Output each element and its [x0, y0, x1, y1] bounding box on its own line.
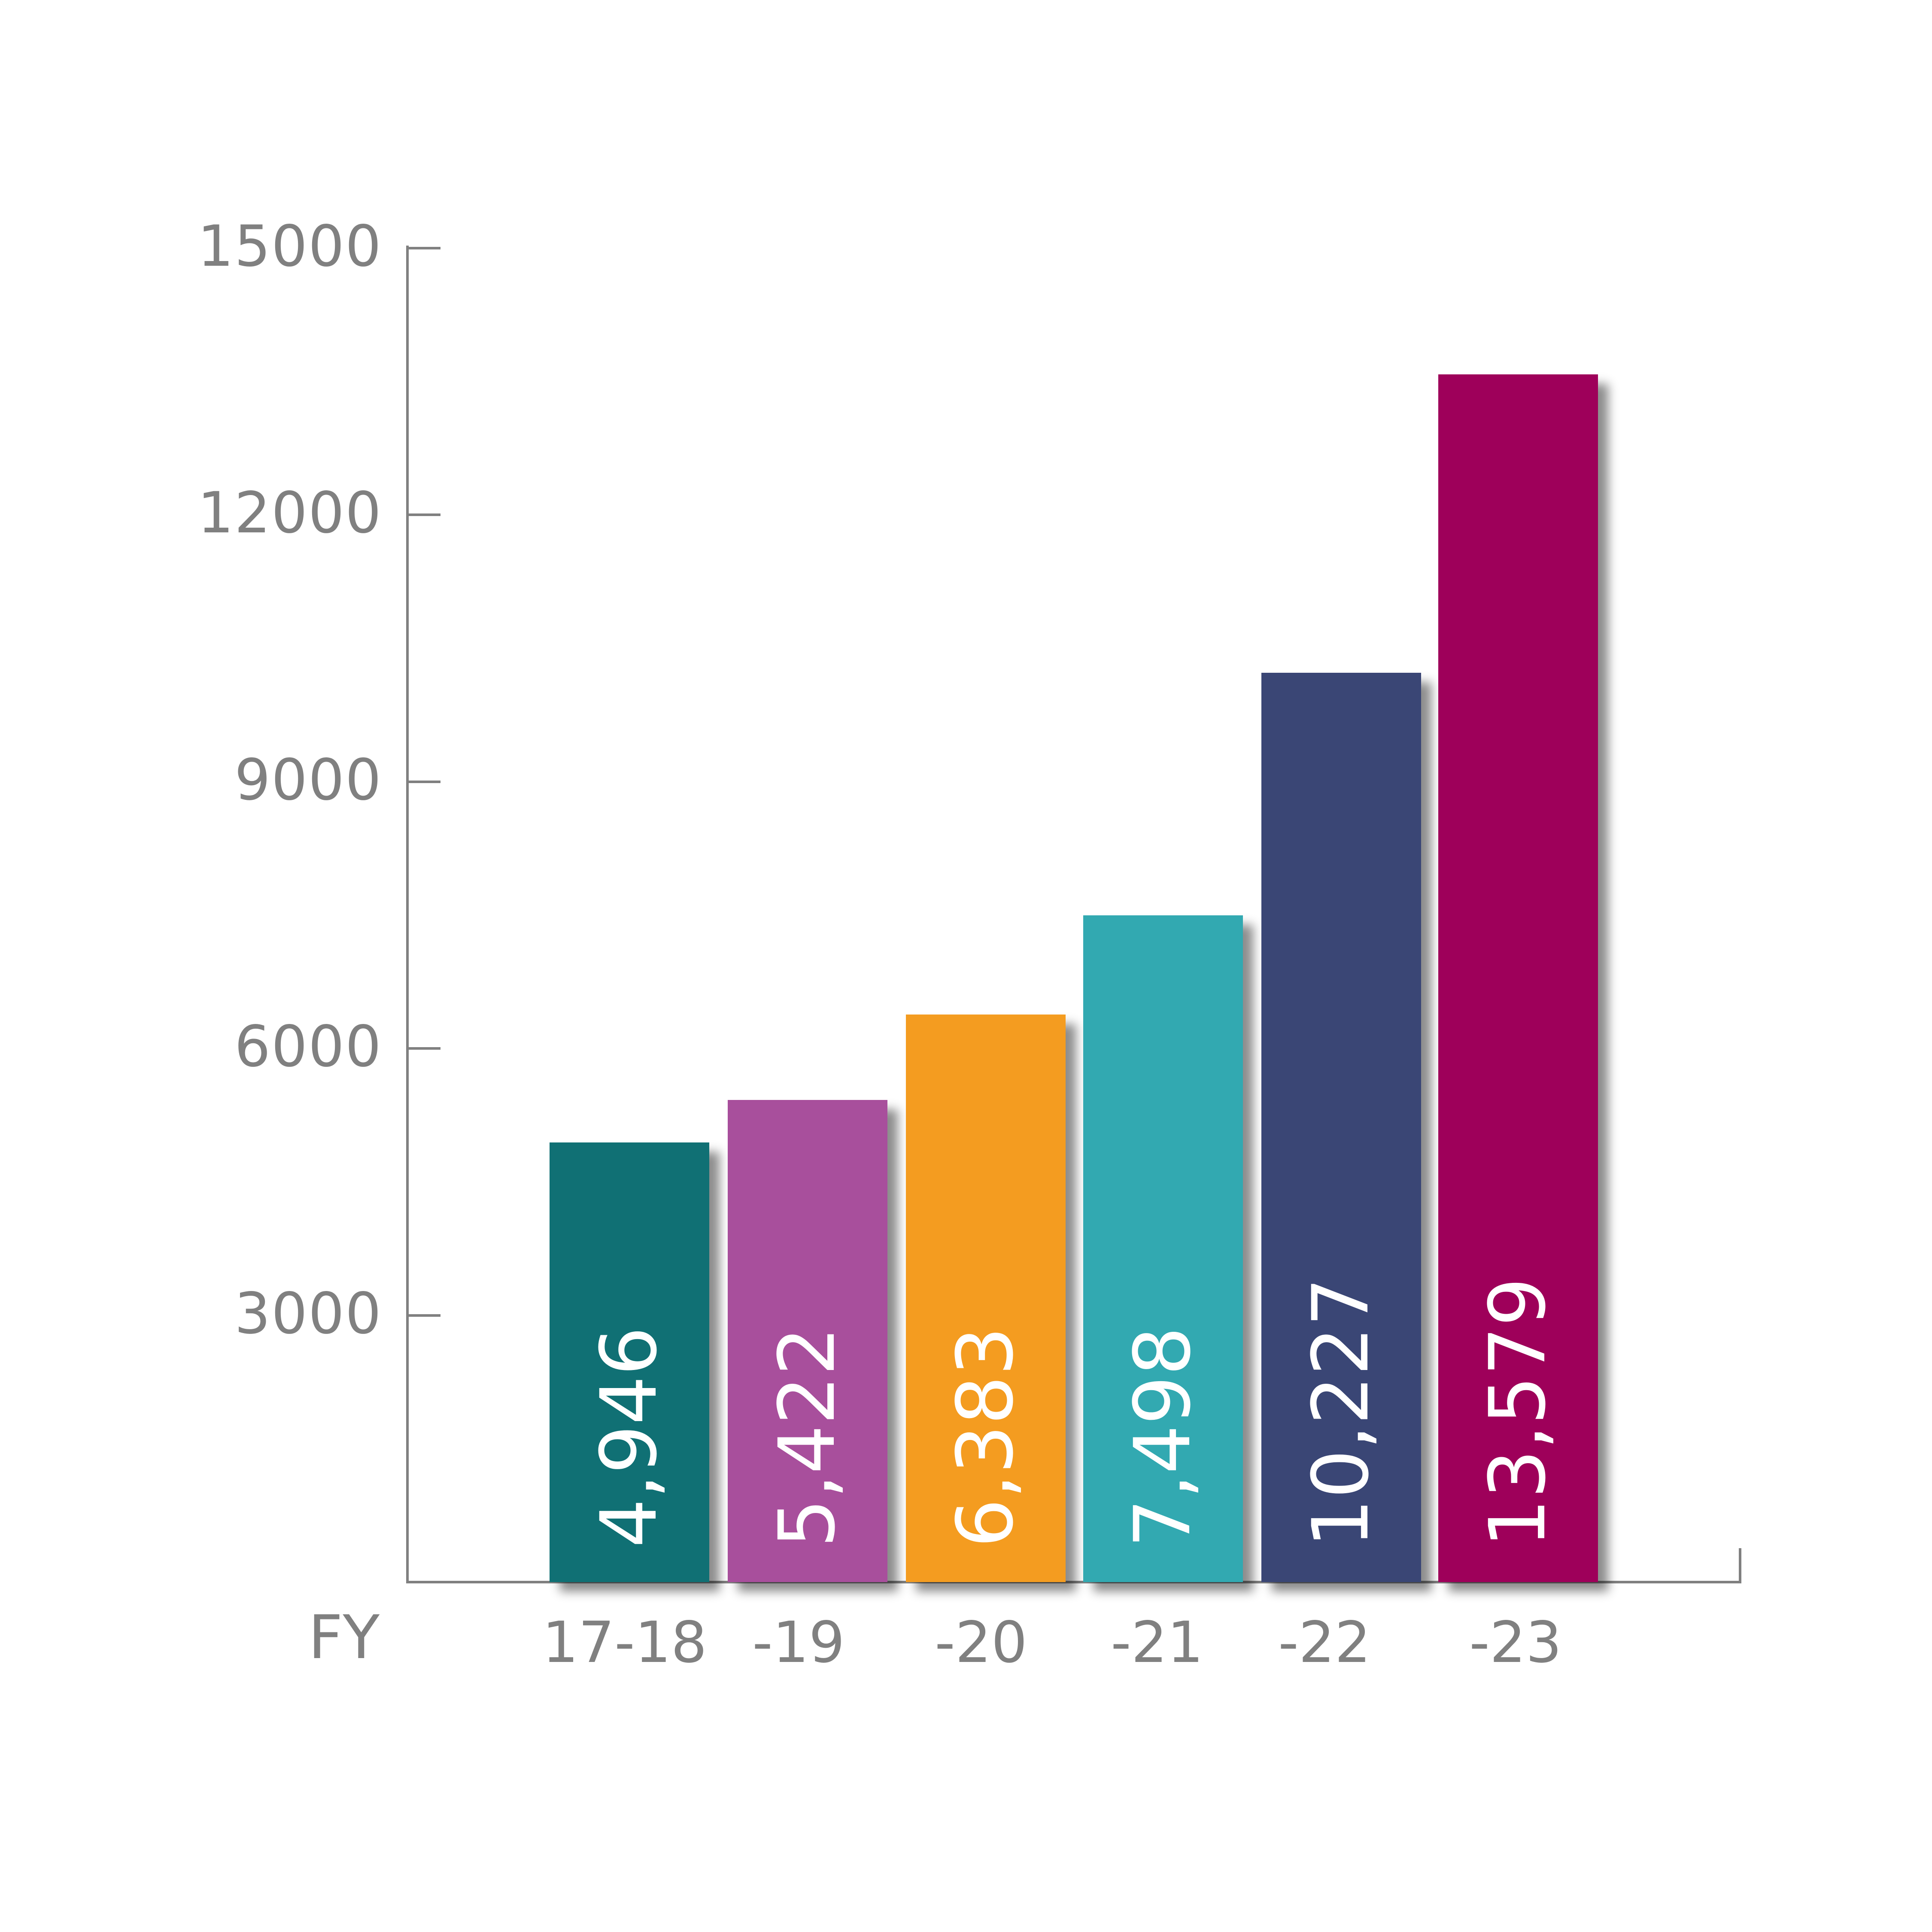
y-tick-label: 6000 — [234, 1014, 382, 1080]
bar-value-label: 5,422 — [762, 1326, 852, 1548]
bar-22: 10,227 — [1261, 672, 1421, 1582]
bar-20: 6,383 — [906, 1014, 1066, 1582]
bar-value-label: 7,498 — [1118, 1326, 1208, 1548]
y-tick-label: 15000 — [197, 213, 382, 279]
bar-21: 7,498 — [1083, 915, 1243, 1582]
bar-17-18: 4,946 — [550, 1142, 709, 1582]
bar-23: 13,579 — [1438, 374, 1598, 1582]
bar-value-label: 6,383 — [941, 1326, 1030, 1548]
bar-value-label: 4,946 — [584, 1326, 674, 1548]
x-tick-label: 17-18 — [542, 1610, 707, 1676]
x-axis-title: FY — [308, 1603, 380, 1673]
x-tick-label: -21 — [1111, 1610, 1203, 1676]
y-tick-mark — [406, 780, 440, 783]
y-tick-label: 12000 — [197, 480, 382, 547]
y-tick-mark — [406, 1047, 440, 1050]
y-tick-mark — [406, 247, 440, 249]
bar-19: 5,422 — [728, 1100, 887, 1582]
x-tick-label: -19 — [752, 1610, 845, 1676]
y-tick-mark — [406, 513, 440, 516]
y-tick-label: 9000 — [234, 747, 382, 813]
x-axis-end-tick — [1739, 1548, 1741, 1583]
y-tick-label: 3000 — [234, 1280, 382, 1347]
x-axis-line — [406, 1581, 1741, 1583]
y-tick-mark — [406, 1314, 440, 1317]
x-tick-label: -22 — [1278, 1610, 1371, 1676]
x-tick-label: -23 — [1469, 1610, 1562, 1676]
bar-value-label: 10,227 — [1296, 1277, 1386, 1548]
x-tick-label: -20 — [935, 1610, 1027, 1676]
y-axis-line — [406, 246, 409, 1583]
bar-value-label: 13,579 — [1473, 1277, 1563, 1548]
